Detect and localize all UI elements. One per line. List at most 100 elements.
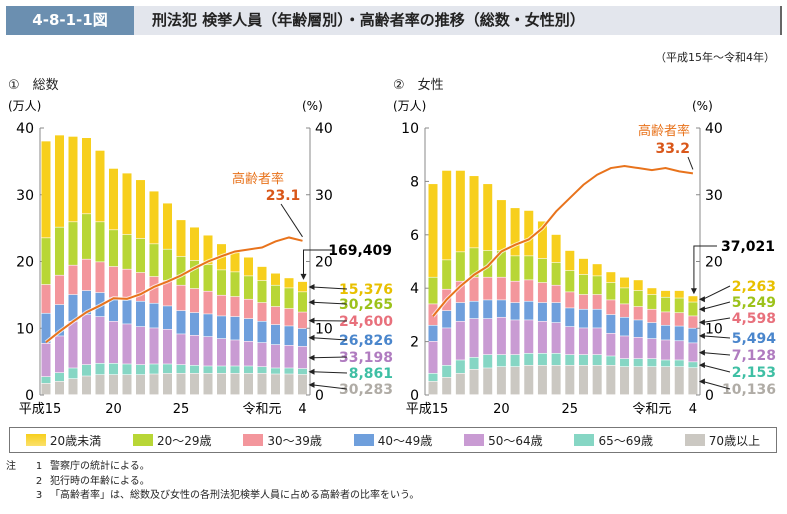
bar-segment (298, 292, 307, 312)
total-label: 169,409 (328, 243, 392, 259)
bar-segment (284, 288, 294, 309)
rate-line (432, 165, 694, 317)
y2-tick-label: 10 (315, 321, 333, 337)
y2-tick-label: 0 (315, 388, 324, 404)
bar-segment (109, 266, 118, 298)
bar-segment (257, 342, 267, 367)
y-axis-unit: (万人) (393, 99, 426, 113)
bar-segment (633, 290, 643, 307)
legend-swatch (133, 434, 153, 446)
bar-segment (606, 282, 616, 300)
segment-arrowhead (698, 378, 705, 385)
bar-segment (674, 360, 684, 367)
bar-segment (661, 360, 671, 367)
bar-segment (455, 170, 465, 252)
y-tick-label: 10 (16, 321, 34, 337)
bar-segment (661, 366, 671, 395)
bar-segment (428, 341, 438, 374)
bar-segment (163, 329, 172, 364)
period-label: （平成15年～令和4年） (655, 51, 775, 64)
bar-segment (298, 312, 307, 329)
bar-segment (271, 374, 280, 395)
bar-segment (428, 184, 438, 277)
bar-segment (483, 277, 493, 300)
legend-swatch (243, 434, 264, 446)
y-tick-label: 10 (401, 121, 419, 137)
bar-segment (510, 320, 520, 355)
bar-segment (257, 366, 267, 374)
bar-segment (203, 235, 213, 265)
bar-segment (257, 373, 267, 395)
bar-segment (496, 200, 506, 251)
bar-segment (483, 318, 493, 355)
bar-segment (578, 258, 588, 275)
bar-segment (469, 248, 479, 277)
segment-arrow (312, 371, 348, 374)
bar-segment (217, 338, 226, 366)
bar-segment (284, 374, 294, 395)
bar-segment (163, 280, 172, 306)
bar-segment (592, 294, 602, 309)
x-tick-label: 平成15 (406, 402, 449, 417)
bar-segment (298, 368, 307, 375)
bar-segment (551, 285, 561, 303)
bar-segment (606, 314, 616, 333)
bar-segment (537, 365, 547, 395)
segment-value-label: 5,494 (732, 331, 777, 347)
legend-swatch (25, 434, 46, 446)
total-arrowhead (690, 288, 697, 295)
bar-segment (82, 259, 91, 291)
bar-segment (620, 336, 630, 359)
bar-segment (674, 313, 684, 326)
bar-segment (163, 364, 172, 374)
total-label: 37,021 (721, 239, 775, 255)
bar-segment (551, 322, 561, 354)
segment-value-label: 8,861 (349, 366, 393, 382)
bar-segment (257, 280, 267, 303)
bar-segment (95, 316, 105, 364)
segment-value-label: 30,265 (339, 297, 393, 313)
bar-segment (257, 302, 267, 321)
bar-segment (578, 365, 588, 395)
bar-segment (41, 343, 51, 377)
bar-segment (592, 264, 602, 276)
bar-segment (41, 383, 51, 395)
bar-segment (620, 358, 630, 367)
bar-segment (647, 309, 657, 323)
bar-segment (442, 328, 452, 366)
bar-segment (524, 256, 534, 280)
segment-arrowhead (308, 368, 315, 375)
y-tick-label: 20 (16, 255, 34, 271)
bar-segment (122, 374, 132, 395)
x-tick-label: 令和元 (632, 402, 671, 417)
bar-segment (82, 364, 91, 376)
bar-segment (176, 310, 186, 334)
bar-segment (537, 221, 547, 259)
bar-segment (469, 369, 479, 395)
bar-segment (190, 312, 199, 335)
bar-segment (592, 365, 602, 395)
bar-segment (95, 222, 105, 262)
y-tick-label: 30 (16, 188, 34, 204)
bar-segment (284, 308, 294, 326)
bar-segment (565, 308, 575, 327)
legend-item: 20～29歳 (133, 432, 212, 449)
bar-segment (510, 208, 520, 256)
segment-value-label: 15,376 (339, 282, 393, 298)
rate-arrow (280, 203, 303, 238)
rate-line (45, 236, 303, 344)
bar-segment (442, 365, 452, 378)
notes: 注 1 警察庁の統計による。 2 犯行時の年齢による。 3 「高齢者率」は、総数及び女性… (6, 460, 419, 504)
bar-segment (688, 316, 698, 328)
rate-label: 高齢者率 (232, 171, 284, 187)
bar-segment (257, 321, 267, 343)
bar-segment (244, 341, 253, 366)
segment-value-label: 33,198 (339, 350, 393, 366)
bar-segment (647, 366, 657, 395)
bar-segment (41, 238, 51, 285)
segment-arrow (312, 337, 348, 341)
bar-segment (190, 260, 199, 289)
bar-segment (428, 277, 438, 304)
bar-segment (203, 314, 213, 337)
bar-segment (109, 363, 118, 375)
